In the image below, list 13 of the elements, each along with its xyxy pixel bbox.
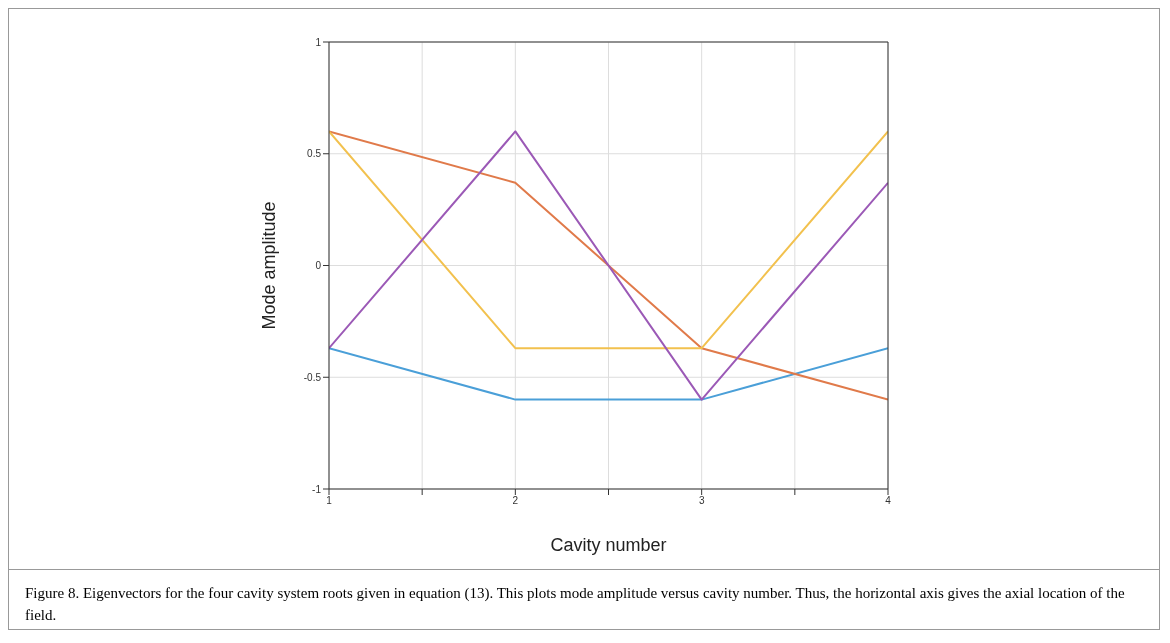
x-tick-label: 2: [512, 495, 519, 507]
y-tick-label: 1: [315, 36, 322, 48]
x-tick-label: 1: [326, 495, 333, 507]
y-tick-label: 0: [315, 260, 322, 272]
caption: Figure 8. Eigenvectors for the four cavity system roots given in equation (13). This plots mode amplitude versus cavity number. Thus, the horizontal axis gives the axial location of the field.: [25, 584, 1126, 625]
x-tick-label: 4: [885, 495, 892, 507]
y-axis-title: Mode amplitude: [259, 201, 280, 330]
y-tick-label: -0.5: [303, 371, 322, 383]
y-tick-label: -1: [312, 483, 322, 495]
y-tick-label: 0.5: [307, 148, 322, 160]
line-series: [329, 130, 888, 401]
x-axis-title: Cavity number: [550, 535, 667, 555]
x-tick-label: 3: [698, 495, 705, 507]
